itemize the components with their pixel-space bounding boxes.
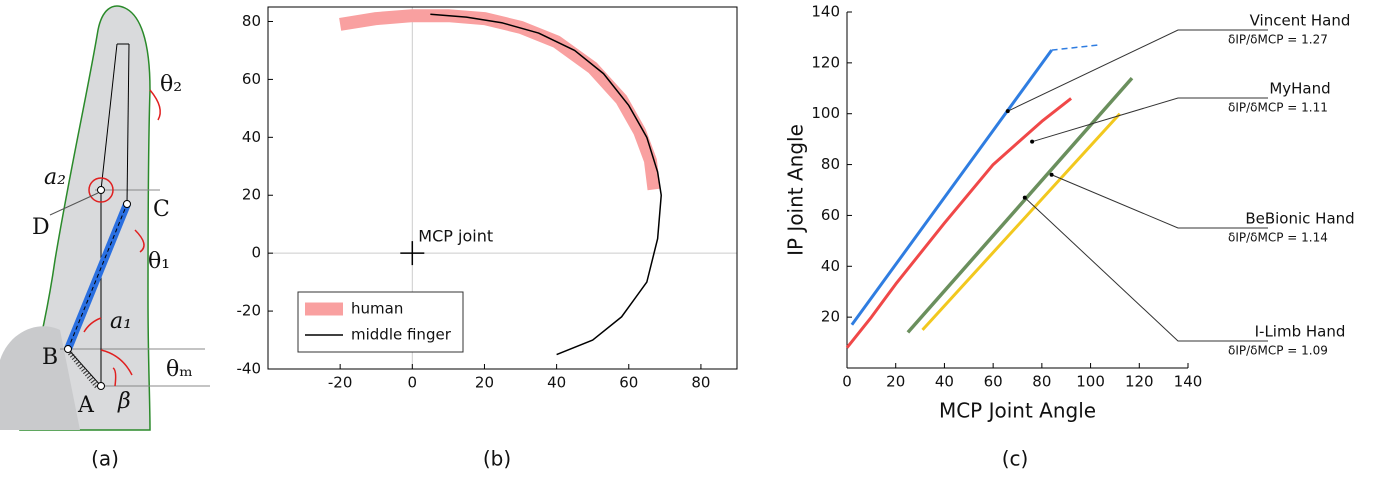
callout-name: Vincent Hand [1250, 12, 1351, 30]
joint [97, 186, 105, 194]
finger-outline [19, 5, 151, 431]
y-tick-label: 20 [821, 308, 840, 326]
x-tick-label: 60 [984, 373, 1003, 391]
y-tick-label: 40 [242, 128, 261, 146]
angle-arc [149, 89, 161, 121]
callout-line [1031, 97, 1268, 143]
callout-name: BeBionic Hand [1245, 210, 1354, 228]
annotation-marker [400, 241, 425, 266]
x-tick-label: 80 [691, 374, 710, 392]
callout-point [1005, 109, 1010, 114]
caption: (a) [91, 447, 119, 471]
y-tick-label: 80 [242, 12, 261, 30]
angle-arc [88, 177, 114, 203]
label: D [32, 215, 50, 240]
y-tick-label: 80 [821, 155, 840, 173]
label: A [77, 393, 95, 418]
joint [64, 345, 72, 353]
x-tick-label: 100 [1076, 373, 1105, 391]
label: θₘ [166, 357, 193, 382]
label: B [42, 345, 58, 370]
data-line [845, 97, 1073, 349]
finger-diagram: θ₂ a₂ D C θ₁ a₁ B θₘ A β (a) [0, 5, 210, 471]
legend-box [297, 291, 464, 353]
callout-name: I-Limb Hand [1255, 323, 1346, 341]
chart: -20 0 20 40 60 80 -40 -20 0 20 40 60 80 MCP joint huma… [237, 6, 738, 471]
label: a₂ [44, 165, 66, 190]
link [126, 43, 130, 205]
joint [97, 382, 105, 390]
callout-ratio: δIP/δMCP = 1.14 [1228, 231, 1328, 245]
callout-ratio: δIP/δMCP = 1.11 [1228, 101, 1328, 115]
data-line [850, 49, 1053, 326]
x-tick-label: 20 [475, 374, 494, 392]
label: a₁ [110, 309, 132, 334]
data-line [430, 13, 662, 356]
angle-arc [112, 367, 117, 387]
caption: (c) [1002, 447, 1029, 471]
callout-point [1049, 172, 1054, 177]
callout-ratio: δIP/δMCP = 1.27 [1228, 33, 1328, 47]
y-tick-label: -40 [237, 360, 262, 378]
y-tick-label: -20 [237, 302, 262, 320]
data-line [921, 112, 1121, 331]
x-tick-label: 140 [1174, 373, 1203, 391]
label: θ₁ [148, 249, 170, 274]
joint [123, 200, 131, 208]
annotation: MCP joint [418, 227, 493, 246]
x-tick-label: -20 [328, 374, 353, 392]
callout-ratio: δIP/δMCP = 1.09 [1228, 344, 1328, 358]
plot-frame [267, 6, 738, 370]
data-line-extension [1051, 44, 1098, 51]
data-line [906, 76, 1134, 334]
callout-point [1030, 139, 1035, 144]
angle-arc [100, 349, 133, 376]
angle-arc [83, 317, 102, 333]
callout-line [1051, 174, 1268, 229]
x-tick-label: 120 [1125, 373, 1154, 391]
y-tick-label: 140 [811, 3, 840, 21]
legend-label: middle finger [351, 326, 452, 344]
callout-name: MyHand [1269, 80, 1330, 98]
x-tick-label: 40 [935, 373, 954, 391]
link [100, 43, 118, 191]
caption: (b) [483, 447, 511, 471]
x-tick-label: 60 [619, 374, 638, 392]
x-tick-label: 20 [886, 373, 905, 391]
angle-arc [134, 229, 145, 253]
x-axis-label: MCP Joint Angle [939, 399, 1096, 423]
y-tick-label: 20 [242, 186, 261, 204]
x-tick-label: 40 [547, 374, 566, 392]
x-tick-label: 0 [408, 374, 418, 392]
x-tick-label: 80 [1032, 373, 1051, 391]
y-tick-label: 60 [242, 70, 261, 88]
label: β [117, 389, 131, 414]
pointer [49, 192, 99, 216]
label: θ₂ [160, 72, 182, 97]
callout-line [1024, 197, 1268, 342]
data-line [339, 9, 661, 191]
y-axis-label: IP Joint Angle [784, 124, 808, 256]
link-center [67, 203, 128, 350]
y-tick-label: 120 [811, 53, 840, 71]
y-tick-label: 0 [251, 244, 261, 262]
y-tick-label: 40 [821, 257, 840, 275]
y-tick-label: 60 [821, 206, 840, 224]
palm [0, 326, 80, 430]
x-tick-label: 0 [842, 373, 852, 391]
callout-point [1022, 195, 1027, 200]
callout-line [1007, 29, 1268, 112]
label: C [153, 197, 170, 222]
legend-label: human [351, 300, 403, 318]
chart: 0 20 40 60 80 100 120 140 20 40 60 80 100 120 140 MCP J… [784, 3, 1355, 471]
y-tick-label: 100 [811, 104, 840, 122]
